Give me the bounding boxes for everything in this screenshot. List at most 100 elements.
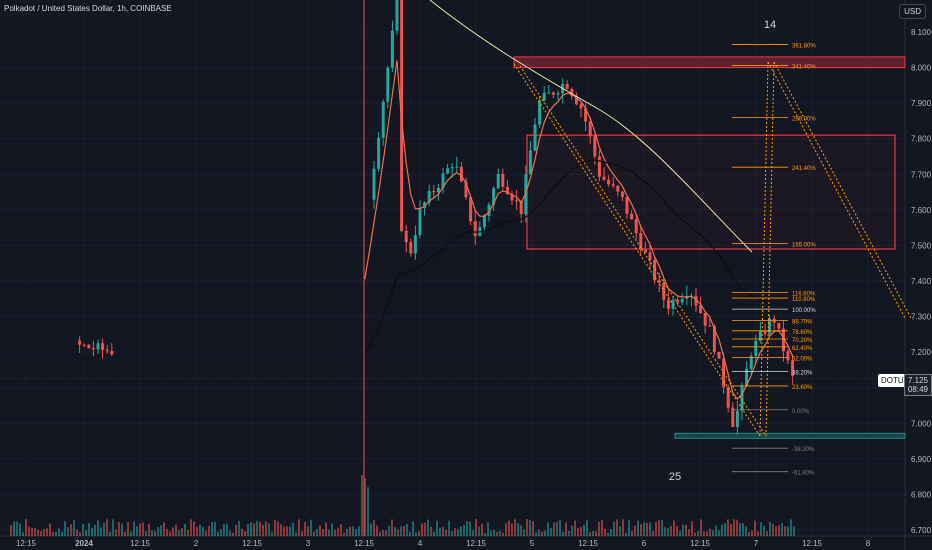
- volume-bar: [166, 528, 168, 536]
- last-price-tag: 7.125 08:49: [903, 374, 932, 396]
- x-tick-label: 2024: [75, 539, 93, 548]
- volume-bar: [220, 529, 222, 536]
- volume-bar: [49, 523, 51, 536]
- x-tick-label: 12:15: [354, 539, 375, 548]
- volume-bar: [295, 532, 297, 536]
- candle-body: [547, 92, 551, 94]
- volume-bar: [193, 521, 195, 536]
- volume-bar: [382, 529, 384, 536]
- volume-bar: [481, 523, 483, 536]
- candle-body: [653, 260, 657, 281]
- candle-body: [768, 318, 772, 334]
- volume-bar: [619, 526, 621, 536]
- volume-bar: [268, 523, 270, 536]
- volume-bar: [391, 519, 393, 536]
- volume-bar: [337, 527, 339, 536]
- candle-body: [731, 407, 735, 427]
- volume-bar: [208, 525, 210, 536]
- candle-body: [542, 92, 546, 101]
- x-tick-label: 6: [642, 539, 647, 548]
- candle-body: [464, 181, 468, 198]
- volume-bar: [622, 519, 624, 536]
- volume-bar: [181, 528, 183, 536]
- volume-bar: [424, 522, 426, 536]
- fib-level-label: 361.80%: [792, 43, 816, 49]
- volume-bar: [343, 532, 345, 536]
- x-tick-label: 12:15: [16, 539, 37, 548]
- y-tick-label: 7.300: [911, 313, 932, 322]
- volume-bar: [760, 522, 762, 536]
- support-band: [674, 432, 906, 439]
- volume-bar: [100, 527, 102, 536]
- candle-body: [450, 167, 454, 169]
- volume-bar: [94, 524, 96, 536]
- candle-body: [482, 215, 486, 228]
- volume-bar: [223, 524, 225, 536]
- volume-bar: [790, 519, 792, 536]
- volume-bar: [298, 519, 300, 536]
- candle-body: [735, 410, 739, 427]
- volume-bar: [37, 529, 39, 536]
- volume-bar: [616, 519, 618, 536]
- volume-bar: [262, 525, 264, 536]
- fib-level-label: 116.60%: [792, 291, 816, 297]
- projection-down-2: [773, 61, 912, 319]
- candle-body: [607, 179, 611, 185]
- x-tick-label: 4: [418, 539, 423, 548]
- candle-body: [87, 344, 91, 349]
- volume-bar: [688, 529, 690, 536]
- volume-bar: [742, 523, 744, 536]
- volume-bar: [202, 526, 204, 536]
- volume-bar: [655, 521, 657, 536]
- volume-bar: [730, 523, 732, 536]
- volume-bar: [658, 520, 660, 536]
- candle-body: [565, 83, 569, 89]
- y-tick-label: 7.500: [911, 241, 932, 250]
- volume-bar: [304, 521, 306, 536]
- volume-bar: [778, 524, 780, 536]
- volume-bar: [85, 530, 87, 536]
- volume-bar: [427, 519, 429, 536]
- candle-body: [418, 207, 422, 236]
- candle-body: [492, 188, 496, 205]
- bar-countdown: 08:49: [907, 385, 928, 394]
- volume-bar: [484, 532, 486, 536]
- candle-body: [473, 221, 477, 237]
- volume-bar: [211, 521, 213, 536]
- volume-bar: [133, 521, 135, 536]
- volume-bar: [397, 529, 399, 536]
- candle-body: [781, 328, 785, 352]
- candle-body: [745, 368, 749, 386]
- volume-bar: [82, 524, 84, 536]
- volume-bar: [178, 529, 180, 536]
- volume-bar: [148, 523, 150, 536]
- candle-body: [754, 340, 758, 357]
- volume-bar: [460, 526, 462, 536]
- volume-bar: [43, 529, 45, 536]
- volume-bar: [142, 522, 144, 536]
- volume-bar: [76, 529, 78, 536]
- candle-body: [515, 200, 519, 202]
- volume-bar: [400, 526, 402, 536]
- volume-bar: [727, 519, 729, 536]
- volume-bar: [379, 531, 381, 536]
- volume-bar: [373, 520, 375, 536]
- candle-body: [666, 299, 670, 309]
- candle-body: [699, 305, 703, 313]
- volume-bar: [631, 530, 633, 536]
- volume-bar: [238, 520, 240, 536]
- volume-bar: [403, 525, 405, 536]
- currency-button[interactable]: USD: [899, 4, 926, 19]
- candle-body: [602, 176, 606, 180]
- volume-bar: [559, 520, 561, 536]
- wave-label: 25: [669, 471, 681, 483]
- top-resistance-band: [513, 56, 906, 69]
- volume-bar: [283, 526, 285, 536]
- fib-level-label: 78.60%: [792, 330, 813, 336]
- y-tick-label: 7.200: [911, 348, 932, 357]
- x-tick-label: 12:15: [802, 539, 823, 548]
- volume-bar: [766, 531, 768, 536]
- candle-body: [423, 202, 427, 208]
- volume-bar: [406, 523, 408, 536]
